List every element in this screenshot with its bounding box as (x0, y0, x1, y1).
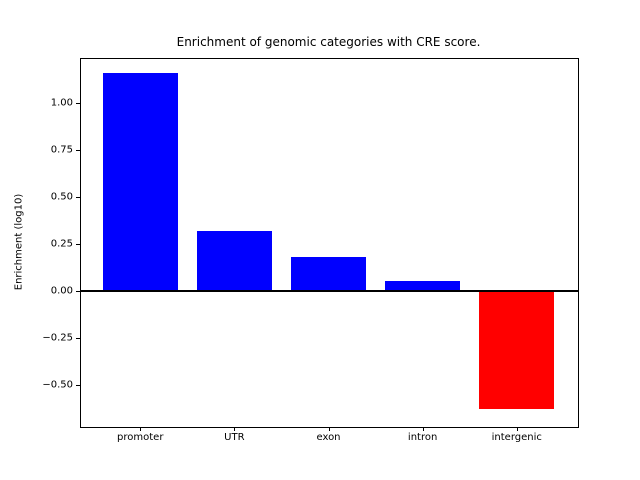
x-tick-mark (516, 427, 518, 431)
y-tick-label: 0.25 (50, 238, 73, 250)
y-tick-label: 0.50 (50, 191, 73, 203)
chart-title: Enrichment of genomic categories with CR… (176, 35, 481, 49)
x-tick-label-UTR: UTR (224, 432, 245, 443)
y-tick-label: −0.25 (42, 332, 73, 344)
y-tick-mark (76, 384, 80, 386)
bar-exon (290, 257, 367, 291)
x-tick-label-intergenic: intergenic (491, 432, 542, 443)
bar-UTR (196, 230, 273, 291)
plot-area (80, 58, 579, 428)
y-tick-label: 1.00 (50, 97, 73, 109)
x-tick-mark (140, 427, 142, 431)
y-tick-mark (76, 290, 80, 292)
x-tick-label-intron: intron (407, 432, 438, 443)
bar-intergenic (479, 290, 555, 410)
y-tick-mark (76, 337, 80, 339)
y-tick-mark (76, 243, 80, 245)
x-tick-mark (422, 427, 424, 431)
y-tick-label: 0.75 (50, 144, 73, 156)
x-tick-label-exon: exon (316, 432, 341, 443)
y-tick-label: −0.50 (42, 379, 73, 391)
bar-promoter (102, 73, 178, 291)
y-tick-mark (76, 103, 80, 105)
x-tick-mark (234, 427, 236, 431)
zero-line (81, 289, 578, 292)
bar-intron (384, 281, 461, 291)
x-tick-mark (328, 427, 330, 431)
x-tick-label-promoter: promoter (117, 432, 164, 443)
y-tick-label: 0.00 (50, 285, 73, 297)
y-tick-mark (76, 150, 80, 151)
y-tick-mark (76, 196, 80, 198)
y-axis-label: Enrichment (log10) (13, 193, 25, 291)
